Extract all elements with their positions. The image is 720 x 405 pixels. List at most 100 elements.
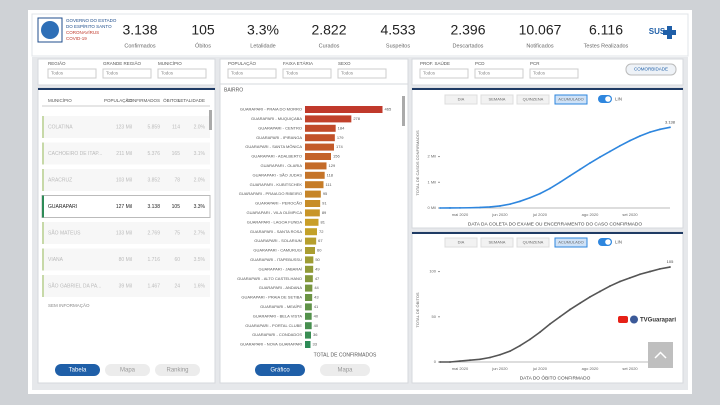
bar-value: 72 — [319, 229, 324, 234]
filter-box[interactable] — [157, 68, 207, 79]
point — [579, 168, 581, 171]
row-accent — [42, 195, 44, 218]
period-button[interactable] — [480, 237, 514, 248]
row-accent — [42, 275, 44, 297]
period-button[interactable] — [516, 94, 550, 105]
point — [639, 135, 641, 137]
filter-label: MUNICÍPIO — [158, 60, 182, 66]
nav-button[interactable] — [155, 364, 200, 376]
bar-value: 89 — [322, 210, 327, 215]
nav-button[interactable] — [105, 364, 150, 376]
bar-category: GUARAPARI - NOVA GUARAPARI — [240, 342, 302, 347]
filter-label: SEXO — [338, 61, 351, 66]
bar-category: GUARAPARI - IPIRANGA — [256, 135, 302, 140]
table-cell: 2.0% — [194, 124, 206, 130]
bar-x-label: TOTAL DE CONFIRMADOS — [314, 352, 377, 358]
table-cell: 75 — [174, 230, 180, 236]
table-row[interactable] — [42, 169, 210, 191]
period-button[interactable] — [516, 237, 550, 248]
filter-box[interactable] — [474, 68, 524, 79]
filter-value: Todos — [161, 71, 174, 76]
point — [469, 206, 471, 209]
filter-box[interactable] — [227, 68, 277, 79]
table-row[interactable] — [42, 116, 210, 138]
filter-value: Todos — [51, 71, 64, 76]
nav-button[interactable] — [320, 364, 370, 376]
scrollbar — [209, 110, 212, 130]
bar-value: 278 — [353, 116, 360, 121]
bar-value: 91 — [322, 201, 327, 206]
table-cell: 103 Mil — [116, 177, 132, 183]
row-accent — [42, 116, 44, 138]
bar — [305, 331, 311, 339]
bar-category: GUARAPARI - ALTO CASTELHANO — [237, 276, 302, 281]
point — [519, 200, 521, 203]
y-tick-label: 0 Mil — [428, 205, 437, 210]
table-cell: 3.138 — [147, 204, 160, 210]
table-row[interactable] — [42, 142, 210, 165]
comorbidade-button[interactable] — [625, 63, 677, 76]
kpi-value: 10.067 — [519, 22, 562, 38]
bar-value: 81 — [321, 219, 326, 224]
kpi-label: Letalidade — [250, 43, 275, 49]
point — [439, 361, 441, 363]
period-button[interactable] — [480, 94, 514, 105]
nav-button[interactable] — [55, 364, 100, 376]
point — [649, 270, 651, 273]
nav-button[interactable] — [255, 364, 305, 376]
table-row[interactable] — [42, 222, 210, 244]
bar-category: GUARAPARI - PRAIA DO MORRO — [240, 107, 302, 112]
bar — [305, 171, 325, 179]
period-button[interactable] — [554, 237, 588, 248]
point — [449, 207, 451, 209]
bar — [305, 284, 313, 292]
row-accent — [42, 248, 44, 271]
bar-category: GUARAPARI - MUQUIÇABA — [251, 116, 302, 121]
filter-box[interactable] — [47, 68, 97, 79]
period-button[interactable] — [444, 237, 478, 248]
filter-value: Todos — [478, 71, 491, 76]
y-axis-title: TOTAL DE CASOS CONFIRMADOS — [415, 130, 420, 196]
panel-accent — [412, 88, 683, 90]
kpi-label: Suspeitos — [386, 43, 410, 49]
table-row[interactable] — [42, 275, 210, 297]
filter-box[interactable] — [282, 68, 332, 79]
table-cell: ARACRUZ — [48, 177, 72, 183]
series-line — [439, 126, 671, 209]
point — [619, 144, 621, 147]
bar-value: 50 — [315, 257, 320, 262]
filter-box[interactable] — [529, 68, 579, 79]
point — [499, 353, 501, 356]
filter-value: Todos — [423, 71, 436, 76]
bar — [305, 275, 313, 283]
bar-title: BAIRRO — [224, 87, 243, 93]
period-button[interactable] — [554, 94, 588, 105]
bar-category: GUARAPARI - PORTAL CLUBE — [245, 323, 302, 328]
value-label: 105 — [667, 259, 674, 264]
table-cell: 39 Mil — [119, 283, 132, 289]
filter-box[interactable] — [337, 68, 387, 79]
bar-category: GUARAPARI - CENTRO — [258, 125, 302, 130]
scroll-top-button[interactable] — [648, 342, 673, 368]
bar-category: GUARAPARI - SÃO JUDAS — [253, 172, 303, 177]
table-cell: 5.859 — [147, 124, 160, 130]
point — [509, 350, 511, 353]
table-row[interactable] — [42, 248, 210, 271]
point — [599, 156, 601, 158]
period-button[interactable] — [444, 94, 478, 105]
table-cell: 165 — [172, 151, 181, 157]
x-tick-label: mai 2020 — [452, 366, 469, 371]
table-cell: 127 Mil — [116, 204, 132, 210]
bar — [305, 322, 312, 330]
point — [529, 338, 531, 341]
filter-box[interactable] — [419, 68, 469, 79]
panel-accent — [412, 232, 683, 234]
point — [449, 361, 451, 363]
bar-category: GUARAPARI - VILA OLÍMPICA — [247, 210, 303, 215]
nav-label: Gráfico — [270, 368, 290, 374]
point — [479, 358, 481, 361]
scrollbar — [402, 96, 405, 126]
filter-box[interactable] — [102, 68, 152, 79]
bar-value: 118 — [327, 172, 334, 177]
bar-category: GUARAPARI - PRAIA DO RIBEIRO — [239, 191, 302, 196]
